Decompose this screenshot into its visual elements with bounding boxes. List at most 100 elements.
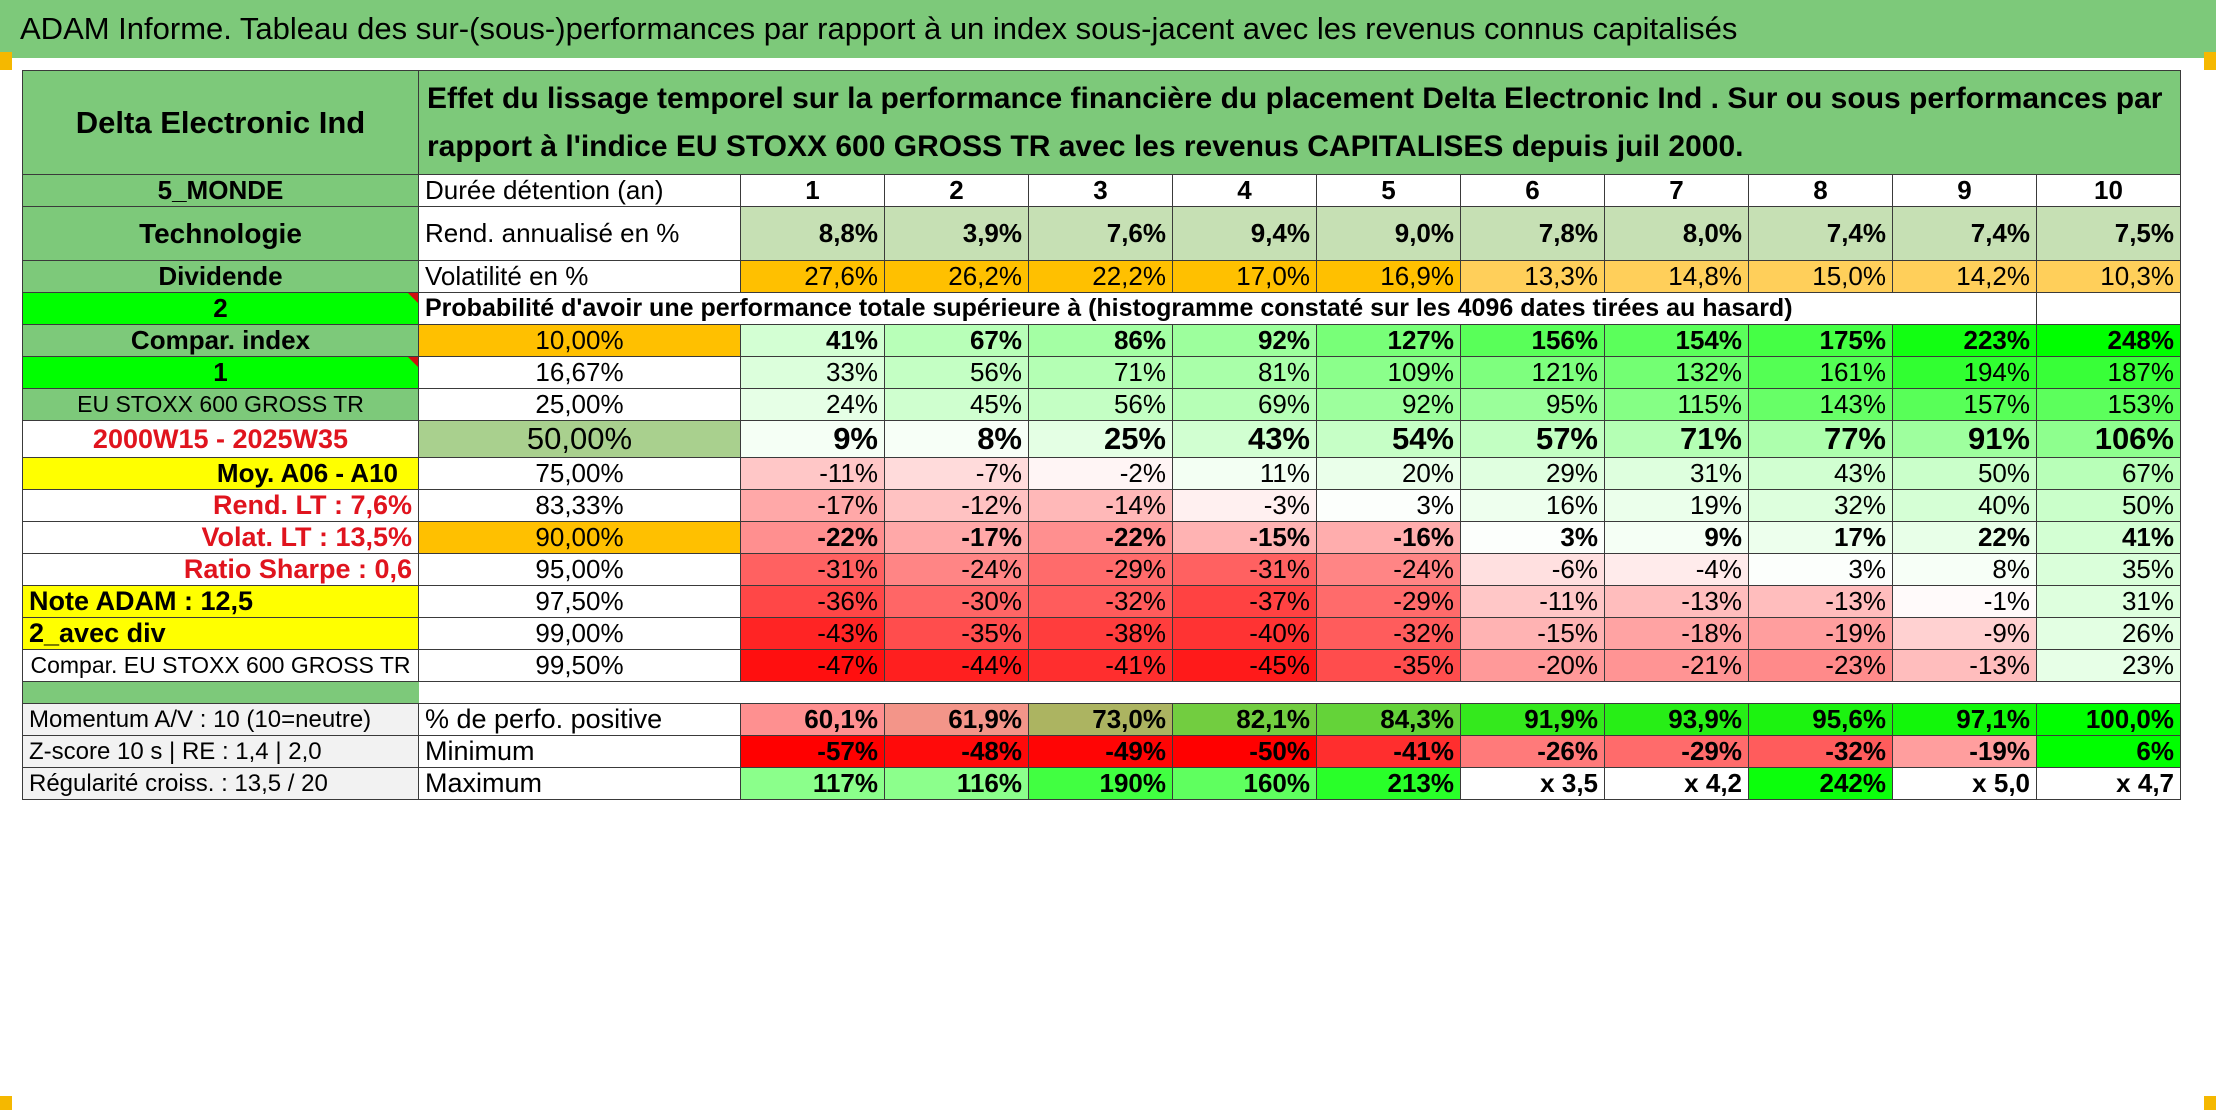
percentile-value: 223% bbox=[1892, 324, 2037, 357]
year-header: 2 bbox=[884, 174, 1029, 207]
percentile-value: 92% bbox=[1316, 388, 1461, 421]
rend-value: 7,8% bbox=[1460, 206, 1605, 261]
percentile-value: 50% bbox=[2036, 489, 2181, 522]
header-description: Effet du lissage temporel sur la perform… bbox=[418, 70, 2181, 175]
selector-b[interactable]: 1 bbox=[22, 356, 419, 389]
percentile-value: 157% bbox=[1892, 388, 2037, 421]
percentile-value: -22% bbox=[740, 521, 885, 554]
percentile-value: 3% bbox=[1316, 489, 1461, 522]
footer-value: -57% bbox=[740, 735, 885, 768]
percentile-value: 56% bbox=[1028, 388, 1173, 421]
percentile-label: 75,00% bbox=[418, 457, 741, 490]
dividend-label: Dividende bbox=[22, 260, 419, 293]
div-mode: 2_avec div bbox=[22, 617, 419, 650]
year-header: 6 bbox=[1460, 174, 1605, 207]
percentile-value: 3% bbox=[1460, 521, 1605, 554]
percentile-value: 115% bbox=[1604, 388, 1749, 421]
percentile-value: -4% bbox=[1604, 553, 1749, 586]
percentile-value: -20% bbox=[1460, 649, 1605, 682]
corner-marker-bottom-left bbox=[0, 1096, 12, 1110]
volat-value: 22,2% bbox=[1028, 260, 1173, 293]
percentile-value: 41% bbox=[2036, 521, 2181, 554]
percentile-value: 143% bbox=[1748, 388, 1893, 421]
percentile-label: 97,50% bbox=[418, 585, 741, 618]
percentile-value: -37% bbox=[1172, 585, 1317, 618]
percentile-value: -35% bbox=[884, 617, 1029, 650]
volat-value: 13,3% bbox=[1460, 260, 1605, 293]
year-header: 3 bbox=[1028, 174, 1173, 207]
footer-value: -48% bbox=[884, 735, 1029, 768]
rend-lt: Rend. LT : 7,6% bbox=[22, 489, 419, 522]
footer-info: Momentum A/V : 10 (10=neutre) bbox=[22, 703, 419, 736]
percentile-value: 3% bbox=[1748, 553, 1893, 586]
percentile-value: 153% bbox=[2036, 388, 2181, 421]
percentile-value: -31% bbox=[1172, 553, 1317, 586]
percentile-value: 56% bbox=[884, 356, 1029, 389]
percentile-value: 91% bbox=[1892, 420, 2037, 458]
percentile-value: -16% bbox=[1316, 521, 1461, 554]
percentile-value: 50% bbox=[1892, 457, 2037, 490]
volat-value: 17,0% bbox=[1172, 260, 1317, 293]
year-header: 1 bbox=[740, 174, 885, 207]
sharpe-ratio: Ratio Sharpe : 0,6 bbox=[22, 553, 419, 586]
percentile-value: 9% bbox=[1604, 521, 1749, 554]
rend-value: 9,4% bbox=[1172, 206, 1317, 261]
region-label: 5_MONDE bbox=[22, 174, 419, 207]
percentile-value: -24% bbox=[884, 553, 1029, 586]
compar-index-label: Compar. index bbox=[22, 324, 419, 357]
footer-value: -50% bbox=[1172, 735, 1317, 768]
compar-full: Compar. EU STOXX 600 GROSS TR bbox=[22, 649, 419, 682]
year-header: 5 bbox=[1316, 174, 1461, 207]
percentile-value: -45% bbox=[1172, 649, 1317, 682]
rend-value: 7,6% bbox=[1028, 206, 1173, 261]
percentile-value: 45% bbox=[884, 388, 1029, 421]
percentile-value: 106% bbox=[2036, 420, 2181, 458]
year-header: 10 bbox=[2036, 174, 2181, 207]
footer-value: -32% bbox=[1748, 735, 1893, 768]
percentile-value: -30% bbox=[884, 585, 1029, 618]
footer-value: 91,9% bbox=[1460, 703, 1605, 736]
footer-info: Régularité croiss. : 13,5 / 20 bbox=[22, 767, 419, 800]
percentile-value: 154% bbox=[1604, 324, 1749, 357]
percentile-value: -7% bbox=[884, 457, 1029, 490]
percentile-value: 194% bbox=[1892, 356, 2037, 389]
volat-label: Volatilité en % bbox=[418, 260, 741, 293]
percentile-row: 2_avec div 99,00% -43% -35% -38% -40% -32% -15%… bbox=[22, 617, 2181, 650]
footer-label: Maximum bbox=[418, 767, 741, 800]
percentile-value: 156% bbox=[1460, 324, 1605, 357]
percentile-label: 83,33% bbox=[418, 489, 741, 522]
moy-label: Moy. A06 - A10 bbox=[22, 457, 419, 490]
percentile-value: 127% bbox=[1316, 324, 1461, 357]
percentile-value: 9% bbox=[740, 420, 885, 458]
footer-value: -19% bbox=[1892, 735, 2037, 768]
footer-value: 117% bbox=[740, 767, 885, 800]
percentile-value: 35% bbox=[2036, 553, 2181, 586]
pos-row: Momentum A/V : 10 (10=neutre)% de perfo.… bbox=[22, 703, 2181, 736]
percentile-value: -22% bbox=[1028, 521, 1173, 554]
percentile-value: 67% bbox=[884, 324, 1029, 357]
percentile-value: -47% bbox=[740, 649, 885, 682]
selector-a[interactable]: 2 bbox=[22, 292, 419, 325]
period-label: 2000W15 - 2025W35 bbox=[22, 420, 419, 458]
gap-row bbox=[22, 681, 2181, 704]
footer-value: -49% bbox=[1028, 735, 1173, 768]
percentile-value: -19% bbox=[1748, 617, 1893, 650]
percentile-row: EU STOXX 600 GROSS TR 25,00% 24% 45% 56% 69% 9… bbox=[22, 388, 2181, 421]
footer-value: 84,3% bbox=[1316, 703, 1461, 736]
percentile-label: 95,00% bbox=[418, 553, 741, 586]
index-name: EU STOXX 600 GROSS TR bbox=[22, 388, 419, 421]
year-header: 7 bbox=[1604, 174, 1749, 207]
rend-row: Technologie Rend. annualisé en % 8,8% 3,9% 7… bbox=[22, 206, 2181, 261]
rend-value: 3,9% bbox=[884, 206, 1029, 261]
percentile-value: -13% bbox=[1892, 649, 2037, 682]
percentile-row: Volat. LT : 13,5% 90,00% -22% -17% -22% -15% -… bbox=[22, 521, 2181, 554]
percentile-value: 248% bbox=[2036, 324, 2181, 357]
footer-value: 61,9% bbox=[884, 703, 1029, 736]
percentile-value: 32% bbox=[1748, 489, 1893, 522]
percentile-value: -41% bbox=[1028, 649, 1173, 682]
percentile-value: 24% bbox=[740, 388, 885, 421]
volat-value: 16,9% bbox=[1316, 260, 1461, 293]
sector-label: Technologie bbox=[22, 206, 419, 261]
percentile-value: 23% bbox=[2036, 649, 2181, 682]
percentile-value: 16% bbox=[1460, 489, 1605, 522]
